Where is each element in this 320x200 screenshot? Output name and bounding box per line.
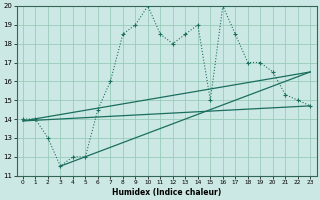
X-axis label: Humidex (Indice chaleur): Humidex (Indice chaleur) xyxy=(112,188,221,197)
